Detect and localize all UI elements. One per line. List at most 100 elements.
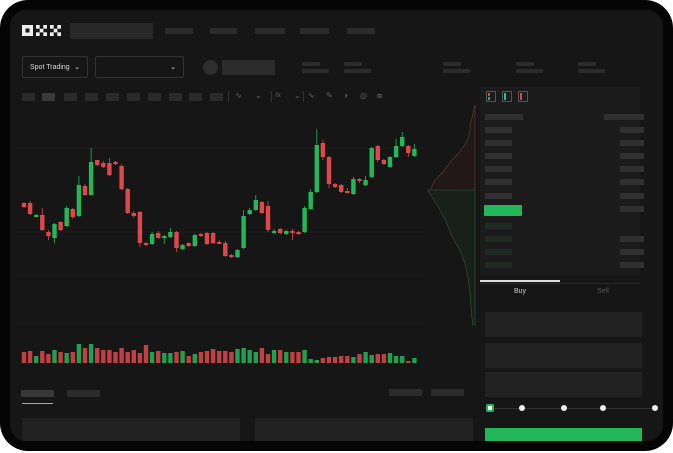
timeframe-button-active[interactable] xyxy=(42,93,55,101)
nav-item[interactable] xyxy=(300,28,329,34)
volume-bar xyxy=(186,356,191,363)
slider-stop[interactable] xyxy=(600,405,606,411)
pair-dropdown[interactable]: ⌄ xyxy=(95,56,184,78)
volume-bar xyxy=(27,351,33,363)
timeframe-button[interactable] xyxy=(148,93,161,101)
candle-body xyxy=(21,203,27,207)
volume-bar xyxy=(82,348,88,363)
nav-item[interactable] xyxy=(165,28,193,34)
candle xyxy=(113,161,118,165)
expand-icon[interactable]: ⧈ xyxy=(377,91,383,100)
orderbook-panel xyxy=(480,87,644,275)
candle xyxy=(186,242,191,247)
candle xyxy=(217,240,222,244)
candle-body xyxy=(149,234,155,244)
timeframe-button[interactable] xyxy=(169,93,182,101)
header-search-placeholder[interactable] xyxy=(70,23,153,39)
target-icon[interactable]: ◎ xyxy=(360,91,367,100)
indicator-icon[interactable]: ∿ xyxy=(235,91,242,100)
timeframe-button[interactable] xyxy=(64,93,77,101)
orderbook-asks-icon[interactable] xyxy=(518,91,528,102)
filter-button[interactable] xyxy=(389,389,422,396)
candle-body xyxy=(290,231,295,233)
candle-body xyxy=(271,231,277,233)
candle-body xyxy=(137,212,143,243)
candle xyxy=(314,129,319,193)
volume-bar xyxy=(131,350,136,363)
chevron-down-icon[interactable]: ⌄ xyxy=(255,91,262,100)
timeframe-button[interactable] xyxy=(189,93,202,101)
candle xyxy=(149,232,155,245)
candle-body xyxy=(217,242,222,244)
candle xyxy=(107,158,112,176)
volume-bar xyxy=(351,357,356,363)
candle xyxy=(393,139,399,158)
line-icon[interactable]: ∿ xyxy=(308,91,315,100)
candlestick-chart[interactable] xyxy=(10,10,663,441)
candle-body xyxy=(162,236,167,238)
slider-stop[interactable] xyxy=(519,405,525,411)
candle xyxy=(192,234,197,247)
ob-header-price xyxy=(485,114,523,120)
okx-logo[interactable] xyxy=(22,25,62,37)
candle xyxy=(82,184,88,196)
tab-order-history[interactable] xyxy=(67,390,100,397)
candle xyxy=(46,230,51,240)
nav-item[interactable] xyxy=(255,28,285,34)
candle-body xyxy=(351,179,356,194)
gauge-icon[interactable]: ◑ xyxy=(343,91,348,100)
timeframe-button[interactable] xyxy=(85,93,98,101)
candle-body xyxy=(253,200,258,210)
amount-input[interactable] xyxy=(485,343,642,368)
timeframe-button[interactable] xyxy=(210,93,223,101)
price-input[interactable] xyxy=(485,312,642,337)
timeframe-button[interactable] xyxy=(127,93,140,101)
market-type-dropdown[interactable]: Spot Trading ⌄ xyxy=(22,56,88,78)
nav-item[interactable] xyxy=(347,28,375,34)
candle xyxy=(308,189,313,210)
volume-bar xyxy=(332,357,338,363)
candle-body xyxy=(332,184,338,187)
total-input[interactable] xyxy=(485,372,642,397)
candle xyxy=(296,231,301,235)
volume-bar xyxy=(198,352,204,363)
pencil-icon[interactable]: ✎ xyxy=(326,91,333,100)
candle xyxy=(290,229,295,240)
chevron-down-icon: ⌄ xyxy=(170,64,176,71)
chevron-down-icon[interactable]: ⌄ xyxy=(294,91,301,100)
volume-bar xyxy=(326,357,332,363)
timeframe-button[interactable] xyxy=(22,93,35,101)
amount-slider[interactable] xyxy=(486,404,658,412)
tab-buy[interactable]: Buy xyxy=(513,288,527,295)
candle-body xyxy=(241,216,246,248)
candle xyxy=(168,228,173,238)
slider-stop[interactable] xyxy=(652,405,658,411)
candle xyxy=(143,242,149,246)
filter-button[interactable] xyxy=(431,389,464,396)
orderbook-bids-icon[interactable] xyxy=(502,91,512,102)
fx-icon[interactable]: fx xyxy=(276,93,281,99)
candle-body xyxy=(27,203,33,214)
timeframe-button[interactable] xyxy=(106,93,119,101)
candle-body xyxy=(52,224,57,238)
volume-bar xyxy=(393,356,399,363)
candle-body xyxy=(119,166,124,189)
volume-bar xyxy=(253,352,258,363)
tab-sell[interactable]: Sell xyxy=(597,288,609,295)
nav-item[interactable] xyxy=(210,28,237,34)
candle-body xyxy=(265,206,271,230)
candle xyxy=(265,201,271,232)
slider-handle[interactable] xyxy=(486,404,494,412)
volume-bar xyxy=(235,349,240,363)
candle xyxy=(52,223,57,243)
coin-icon xyxy=(203,60,218,75)
tab-open-orders[interactable] xyxy=(21,390,54,397)
volume-bar xyxy=(162,353,167,363)
orderbook-both-icon[interactable] xyxy=(486,91,496,102)
volume-bar xyxy=(143,345,149,363)
buy-submit-button[interactable] xyxy=(485,428,642,441)
candle-body xyxy=(357,179,362,181)
candle xyxy=(253,195,258,211)
slider-stop[interactable] xyxy=(561,405,567,411)
volume-bar xyxy=(400,356,405,363)
